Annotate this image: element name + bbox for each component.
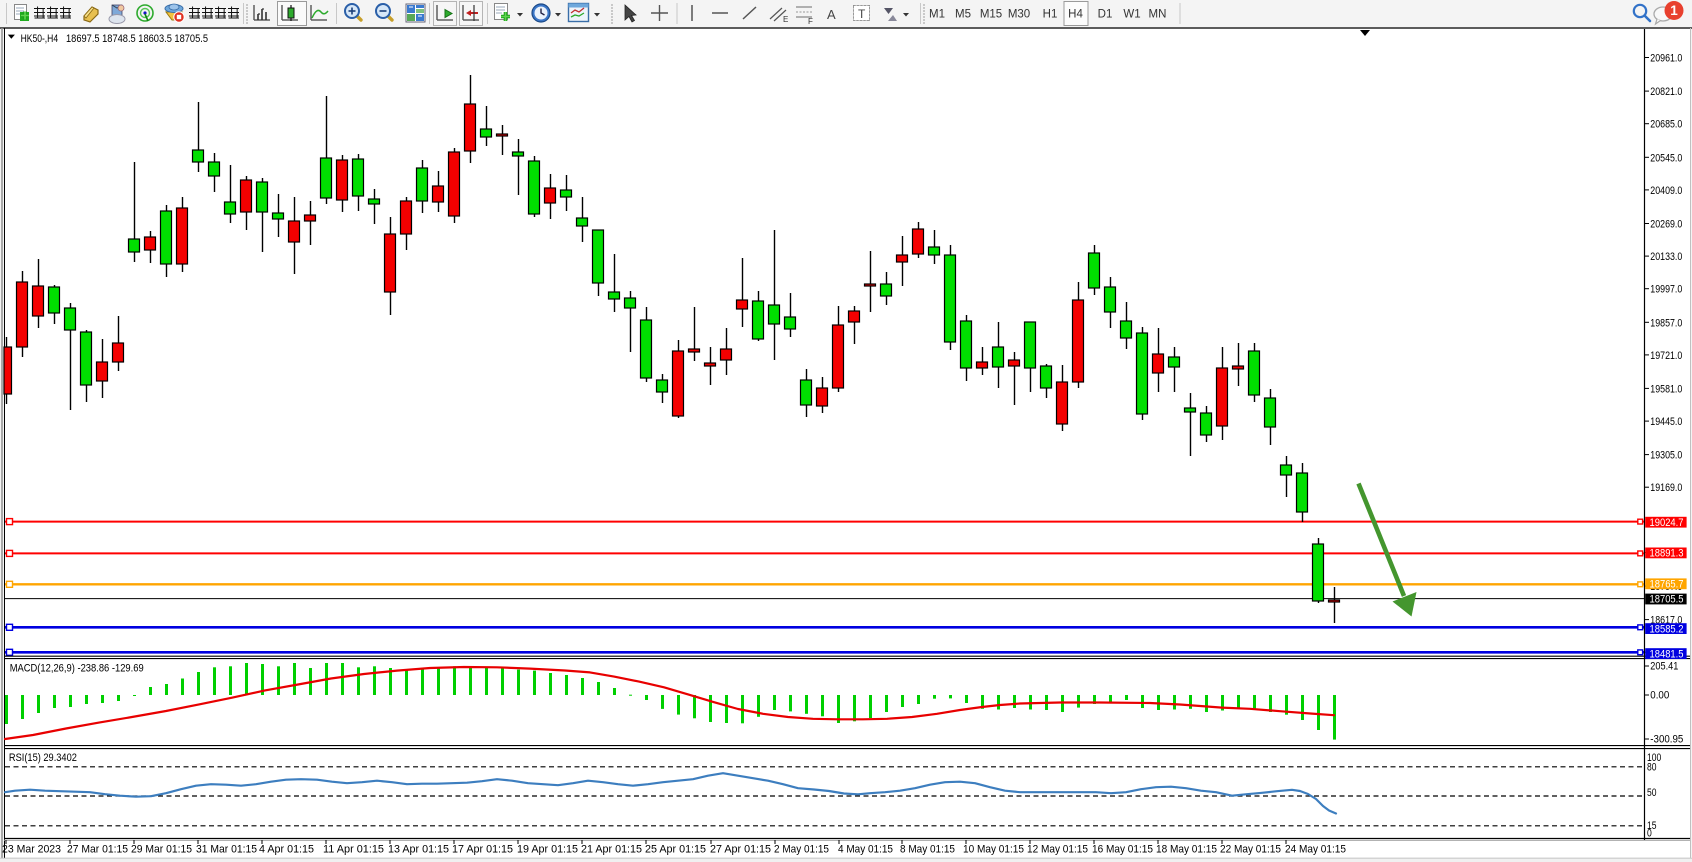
svg-text:D1: D1 (1098, 9, 1113, 21)
svg-text:HK50-,H4: HK50-,H4 (21, 33, 59, 45)
svg-text:16 May 01:15: 16 May 01:15 (1092, 843, 1153, 855)
svg-text:22 May 01:15: 22 May 01:15 (1220, 843, 1281, 855)
svg-text:18481.5: 18481.5 (1650, 648, 1684, 660)
svg-text:24 May 01:15: 24 May 01:15 (1285, 843, 1346, 855)
svg-text:MACD(12,26,9) -238.86 -129.69: MACD(12,26,9) -238.86 -129.69 (10, 663, 144, 675)
svg-text:80: 80 (1647, 761, 1657, 773)
svg-text:20961.0: 20961.0 (1650, 53, 1682, 65)
svg-text:M1: M1 (929, 9, 945, 21)
svg-text:20133.0: 20133.0 (1650, 251, 1682, 263)
svg-text:25 Apr 01:15: 25 Apr 01:15 (645, 843, 706, 855)
svg-text:29 Mar 01:15: 29 Mar 01:15 (131, 843, 192, 855)
svg-text:17 Apr 01:15: 17 Apr 01:15 (452, 843, 513, 855)
svg-text:1: 1 (1670, 3, 1678, 18)
svg-text:19024.7: 19024.7 (1650, 517, 1684, 529)
svg-text:20545.0: 20545.0 (1650, 152, 1682, 164)
svg-text:F: F (808, 17, 813, 26)
svg-text:2 May 01:15: 2 May 01:15 (774, 843, 829, 855)
svg-text:205.41: 205.41 (1650, 661, 1678, 673)
svg-text:18697.5 18748.5 18603.5 18705.: 18697.5 18748.5 18603.5 18705.5 (66, 33, 208, 45)
svg-text:15: 15 (1647, 820, 1657, 832)
svg-text:19 Apr 01:15: 19 Apr 01:15 (517, 843, 578, 855)
svg-text:W1: W1 (1123, 9, 1140, 21)
svg-text:20269.0: 20269.0 (1650, 219, 1682, 231)
svg-text:RSI(15) 29.3402: RSI(15) 29.3402 (9, 752, 77, 764)
svg-text:19445.0: 19445.0 (1650, 416, 1682, 428)
svg-text:19305.0: 19305.0 (1650, 450, 1682, 462)
svg-text:50: 50 (1647, 787, 1657, 799)
svg-text:20821.0: 20821.0 (1650, 86, 1682, 98)
svg-text:M5: M5 (955, 9, 971, 21)
svg-text:18891.3: 18891.3 (1650, 548, 1684, 560)
svg-text:19581.0: 19581.0 (1650, 383, 1682, 395)
svg-text:A: A (827, 7, 836, 22)
svg-text:E: E (783, 15, 788, 24)
svg-text:4 May 01:15: 4 May 01:15 (838, 843, 893, 855)
svg-text:27 Apr 01:15: 27 Apr 01:15 (710, 843, 771, 855)
svg-text:19997.0: 19997.0 (1650, 284, 1682, 296)
svg-text:10 May 01:15: 10 May 01:15 (963, 843, 1024, 855)
svg-text:21 Apr 01:15: 21 Apr 01:15 (581, 843, 642, 855)
svg-text:18585.2: 18585.2 (1650, 623, 1684, 635)
svg-text:12 May 01:15: 12 May 01:15 (1027, 843, 1088, 855)
svg-text:18765.7: 18765.7 (1650, 579, 1684, 591)
svg-text:31 Mar 01:15: 31 Mar 01:15 (196, 843, 257, 855)
svg-text:20685.0: 20685.0 (1650, 119, 1682, 131)
svg-text:19857.0: 19857.0 (1650, 317, 1682, 329)
svg-text:11 Apr 01:15: 11 Apr 01:15 (323, 843, 384, 855)
svg-text:4 Apr 01:15: 4 Apr 01:15 (259, 843, 314, 855)
svg-text:H1: H1 (1043, 9, 1058, 21)
svg-text:23 Mar 2023: 23 Mar 2023 (2, 843, 61, 855)
svg-text:19169.0: 19169.0 (1650, 482, 1682, 494)
svg-text:20409.0: 20409.0 (1650, 185, 1682, 197)
svg-text:0.00: 0.00 (1650, 690, 1669, 702)
svg-text:27 Mar 01:15: 27 Mar 01:15 (67, 843, 128, 855)
svg-text:-300.95: -300.95 (1650, 734, 1683, 746)
svg-text:M15: M15 (980, 9, 1002, 21)
svg-text:H4: H4 (1068, 9, 1083, 21)
svg-text:18705.5: 18705.5 (1650, 594, 1684, 606)
svg-text:100: 100 (1647, 752, 1661, 764)
svg-text:19721.0: 19721.0 (1650, 350, 1682, 362)
svg-text:18 May 01:15: 18 May 01:15 (1156, 843, 1217, 855)
svg-text:8 May 01:15: 8 May 01:15 (900, 843, 955, 855)
svg-text:13 Apr 01:15: 13 Apr 01:15 (388, 843, 449, 855)
svg-text:0: 0 (1647, 827, 1652, 839)
svg-text:T: T (858, 7, 866, 21)
svg-text:M30: M30 (1008, 9, 1030, 21)
svg-text:MN: MN (1149, 9, 1167, 21)
